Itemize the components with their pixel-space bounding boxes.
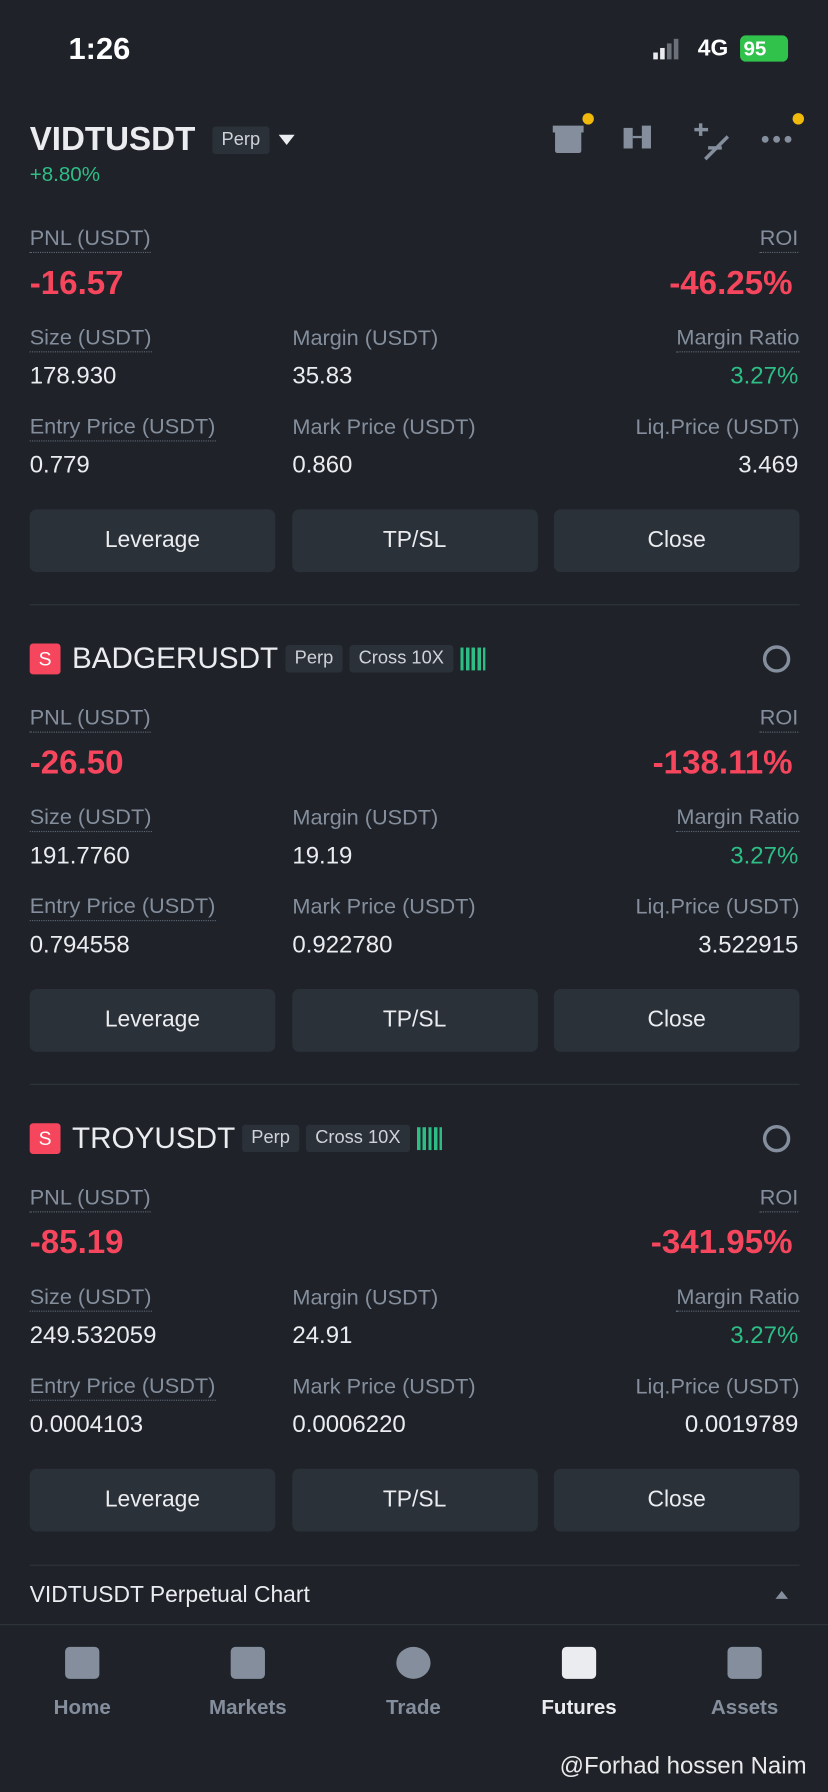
notification-dot [582, 113, 594, 125]
share-icon[interactable] [762, 645, 791, 673]
value: 3.522915 [698, 931, 799, 959]
value: 191.7760 [29, 842, 130, 870]
label: Entry Price (USDT) [29, 895, 216, 921]
label: Size (USDT) [29, 806, 152, 832]
roi: -138.11% [652, 745, 793, 782]
label: Margin (USDT) [292, 806, 439, 831]
value: 0.0019789 [684, 1411, 799, 1438]
watermark: @Forhad hossen Naim [559, 1752, 807, 1780]
label: Margin Ratio [676, 1285, 800, 1312]
nav-label[interactable]: Trade [386, 1695, 441, 1719]
label: Margin Ratio [676, 326, 800, 353]
divider [29, 1083, 800, 1085]
label: ROI [759, 227, 799, 253]
label: Liq.Price (USDT) [635, 895, 800, 920]
divider [29, 1564, 800, 1566]
label: Size (USDT) [29, 326, 152, 353]
label: Margin Ratio [676, 806, 800, 832]
signal-icon [653, 38, 679, 60]
label: Entry Price (USDT) [29, 1375, 216, 1401]
label: Margin (USDT) [292, 1286, 439, 1311]
nav-icon[interactable] [396, 1646, 431, 1679]
nav-label[interactable]: Markets [208, 1695, 287, 1719]
side-badge: S [29, 643, 61, 675]
label: Entry Price (USDT) [29, 415, 216, 442]
label: PNL (USDT) [29, 1186, 151, 1213]
value: 0.794558 [29, 931, 130, 959]
value: 35.83 [292, 363, 353, 390]
network: 4G [697, 35, 729, 62]
chart-bar[interactable]: VIDTUSDT Perpetual Chart [29, 1582, 310, 1608]
nav-icon[interactable] [65, 1646, 100, 1679]
value: 0.922780 [292, 931, 393, 959]
button[interactable]: Leverage [29, 509, 276, 573]
button[interactable]: TP/SL [291, 989, 538, 1052]
badge: Perp [242, 1124, 299, 1153]
pnl: -85.19 [29, 1224, 124, 1262]
roi: -46.25% [669, 265, 793, 302]
nav-icon[interactable] [230, 1646, 265, 1679]
share-icon[interactable] [762, 1124, 791, 1153]
label: ROI [759, 706, 799, 733]
value: 0.0004103 [29, 1411, 144, 1438]
button[interactable]: Leverage [29, 1468, 276, 1532]
nav-label[interactable]: Assets [710, 1695, 779, 1719]
side-badge: S [29, 1123, 61, 1155]
roi: -341.95% [650, 1224, 793, 1262]
change: +8.80% [29, 162, 101, 186]
badge: Cross 10X [306, 1124, 410, 1153]
button[interactable]: Leverage [29, 989, 276, 1052]
value: 3.27% [730, 1322, 799, 1349]
notification-dot [792, 113, 805, 125]
label: Liq.Price (USDT) [635, 415, 800, 440]
button[interactable]: Close [553, 509, 800, 573]
leverage-bars [460, 647, 486, 671]
value: 0.0006220 [292, 1411, 406, 1438]
label: PNL (USDT) [29, 706, 151, 733]
label: PNL (USDT) [29, 227, 151, 253]
button[interactable]: TP/SL [291, 509, 538, 573]
nav-label[interactable]: Home [53, 1695, 111, 1719]
value: 0.860 [292, 452, 353, 479]
value: 178.930 [29, 363, 117, 390]
divider [29, 604, 800, 606]
label: Liq.Price (USDT) [635, 1375, 800, 1400]
pnl: -26.50 [29, 745, 124, 782]
label: Mark Price (USDT) [292, 895, 476, 920]
badge: Cross 10X [349, 645, 454, 673]
button[interactable]: Close [553, 989, 800, 1052]
nav-icon[interactable] [727, 1646, 762, 1679]
label: Margin (USDT) [292, 326, 439, 351]
battery-level: 95 [743, 37, 767, 61]
value: 3.27% [730, 842, 799, 870]
button[interactable]: Close [553, 1468, 800, 1532]
dropdown-arrow[interactable] [278, 134, 295, 146]
button[interactable]: TP/SL [291, 1468, 538, 1532]
expand-arrow[interactable] [775, 1590, 789, 1599]
label: Size (USDT) [29, 1285, 152, 1312]
symbol[interactable]: VIDTUSDT [29, 121, 196, 158]
value: 19.19 [292, 842, 353, 870]
label: Mark Price (USDT) [292, 415, 476, 440]
value: 0.779 [29, 452, 90, 479]
nav-label[interactable]: Futures [541, 1695, 617, 1719]
position-symbol[interactable]: BADGERUSDT [71, 640, 279, 676]
time: 1:26 [68, 31, 131, 66]
value: 249.532059 [29, 1322, 157, 1349]
header-icons [552, 123, 792, 161]
label: ROI [759, 1186, 799, 1213]
battery-icon [740, 35, 789, 62]
badge: Perp [212, 126, 270, 155]
value: 3.27% [730, 363, 799, 390]
label: Mark Price (USDT) [292, 1375, 476, 1400]
value: 24.91 [292, 1322, 353, 1349]
leverage-bars [416, 1127, 442, 1151]
pnl: -16.57 [29, 265, 124, 302]
badge: Perp [285, 645, 343, 673]
value: 3.469 [738, 452, 799, 479]
nav-icon[interactable] [561, 1646, 597, 1679]
position-symbol[interactable]: TROYUSDT [71, 1120, 236, 1155]
